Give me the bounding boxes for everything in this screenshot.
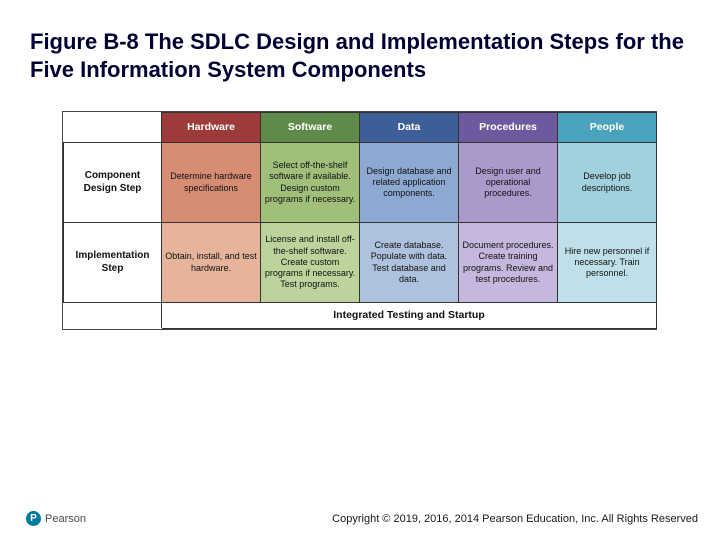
cell-impl-data: Create database. Populate with data. Tes… xyxy=(360,223,459,303)
cell-design-software: Select off-the-shelf software if availab… xyxy=(261,143,360,223)
colhead-procedures: Procedures xyxy=(459,113,558,143)
rowhead-design: Component Design Step xyxy=(64,143,162,223)
implementation-step-row: Implementation Step Obtain, install, and… xyxy=(64,223,657,303)
cell-impl-people: Hire new personnel if necessary. Train p… xyxy=(558,223,657,303)
footer-row-empty xyxy=(64,303,162,329)
pearson-logo: P Pearson xyxy=(26,511,86,526)
pearson-logo-mark-icon: P xyxy=(26,511,41,526)
cell-impl-procedures: Document procedures. Create training pro… xyxy=(459,223,558,303)
colhead-data: Data xyxy=(360,113,459,143)
cell-design-data: Design database and related application … xyxy=(360,143,459,223)
colhead-hardware: Hardware xyxy=(162,113,261,143)
rowhead-implementation: Implementation Step xyxy=(64,223,162,303)
slide-footer: P Pearson Copyright © 2019, 2016, 2014 P… xyxy=(0,511,720,526)
cell-design-people: Develop job descriptions. xyxy=(558,143,657,223)
cell-design-hardware: Determine hardware specifications xyxy=(162,143,261,223)
slide-title: Figure B-8 The SDLC Design and Implement… xyxy=(30,28,690,83)
sdlc-table-container: Hardware Software Data Procedures People… xyxy=(62,111,657,330)
design-step-row: Component Design Step Determine hardware… xyxy=(64,143,657,223)
integrated-testing-cell: Integrated Testing and Startup xyxy=(162,303,657,329)
cell-impl-software: License and install off-the-shelf softwa… xyxy=(261,223,360,303)
cell-impl-hardware: Obtain, install, and test hardware. xyxy=(162,223,261,303)
copyright-text: Copyright © 2019, 2016, 2014 Pearson Edu… xyxy=(332,513,698,525)
corner-cell xyxy=(64,113,162,143)
cell-design-procedures: Design user and operational procedures. xyxy=(459,143,558,223)
sdlc-table: Hardware Software Data Procedures People… xyxy=(63,112,657,329)
integrated-testing-row: Integrated Testing and Startup xyxy=(64,303,657,329)
colhead-software: Software xyxy=(261,113,360,143)
pearson-logo-text: Pearson xyxy=(45,513,86,525)
column-header-row: Hardware Software Data Procedures People xyxy=(64,113,657,143)
colhead-people: People xyxy=(558,113,657,143)
